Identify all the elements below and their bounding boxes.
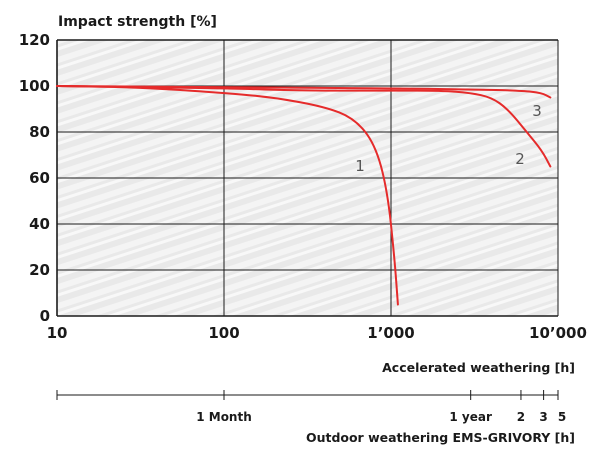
y-tick-labels: 0 20 40 60 80 100 120 xyxy=(19,31,50,325)
secondary-tick-label: 3 xyxy=(539,410,547,424)
y-axis-label: Impact strength [%] xyxy=(58,14,217,30)
x-tick-labels: 10 100 1’000 10’000 xyxy=(47,324,587,342)
series-label-2: 2 xyxy=(515,150,525,168)
x-tick-label: 100 xyxy=(208,324,239,342)
secondary-tick-label: 1 Month xyxy=(196,410,252,424)
x-tick-label: 10 xyxy=(47,324,68,342)
x-tick-label: 10’000 xyxy=(529,324,587,342)
series-label-1: 1 xyxy=(355,157,365,175)
series-label-3: 3 xyxy=(532,102,542,120)
y-tick-label: 80 xyxy=(29,123,50,141)
series-line-2 xyxy=(56,85,552,168)
series-group: 1 2 3 xyxy=(56,85,552,306)
x-tick-label: 1’000 xyxy=(367,324,414,342)
y-tick-label: 0 xyxy=(40,307,50,325)
y-tick-label: 120 xyxy=(19,31,50,49)
secondary-axis-label: Outdoor weathering EMS-GRIVORY [h] xyxy=(306,430,575,445)
secondary-tick-label: 1 year xyxy=(449,410,492,424)
y-tick-label: 60 xyxy=(29,169,50,187)
y-tick-label: 40 xyxy=(29,215,50,233)
secondary-tick-label: 5 xyxy=(558,410,566,424)
secondary-axis: 1 Month 1 year 2 3 5 xyxy=(56,390,566,424)
y-tick-label: 20 xyxy=(29,261,50,279)
secondary-tick-label: 2 xyxy=(517,410,525,424)
series-line-3 xyxy=(56,85,552,99)
y-tick-label: 100 xyxy=(19,77,50,95)
x-axis-label: Accelerated weathering [h] xyxy=(382,360,575,375)
